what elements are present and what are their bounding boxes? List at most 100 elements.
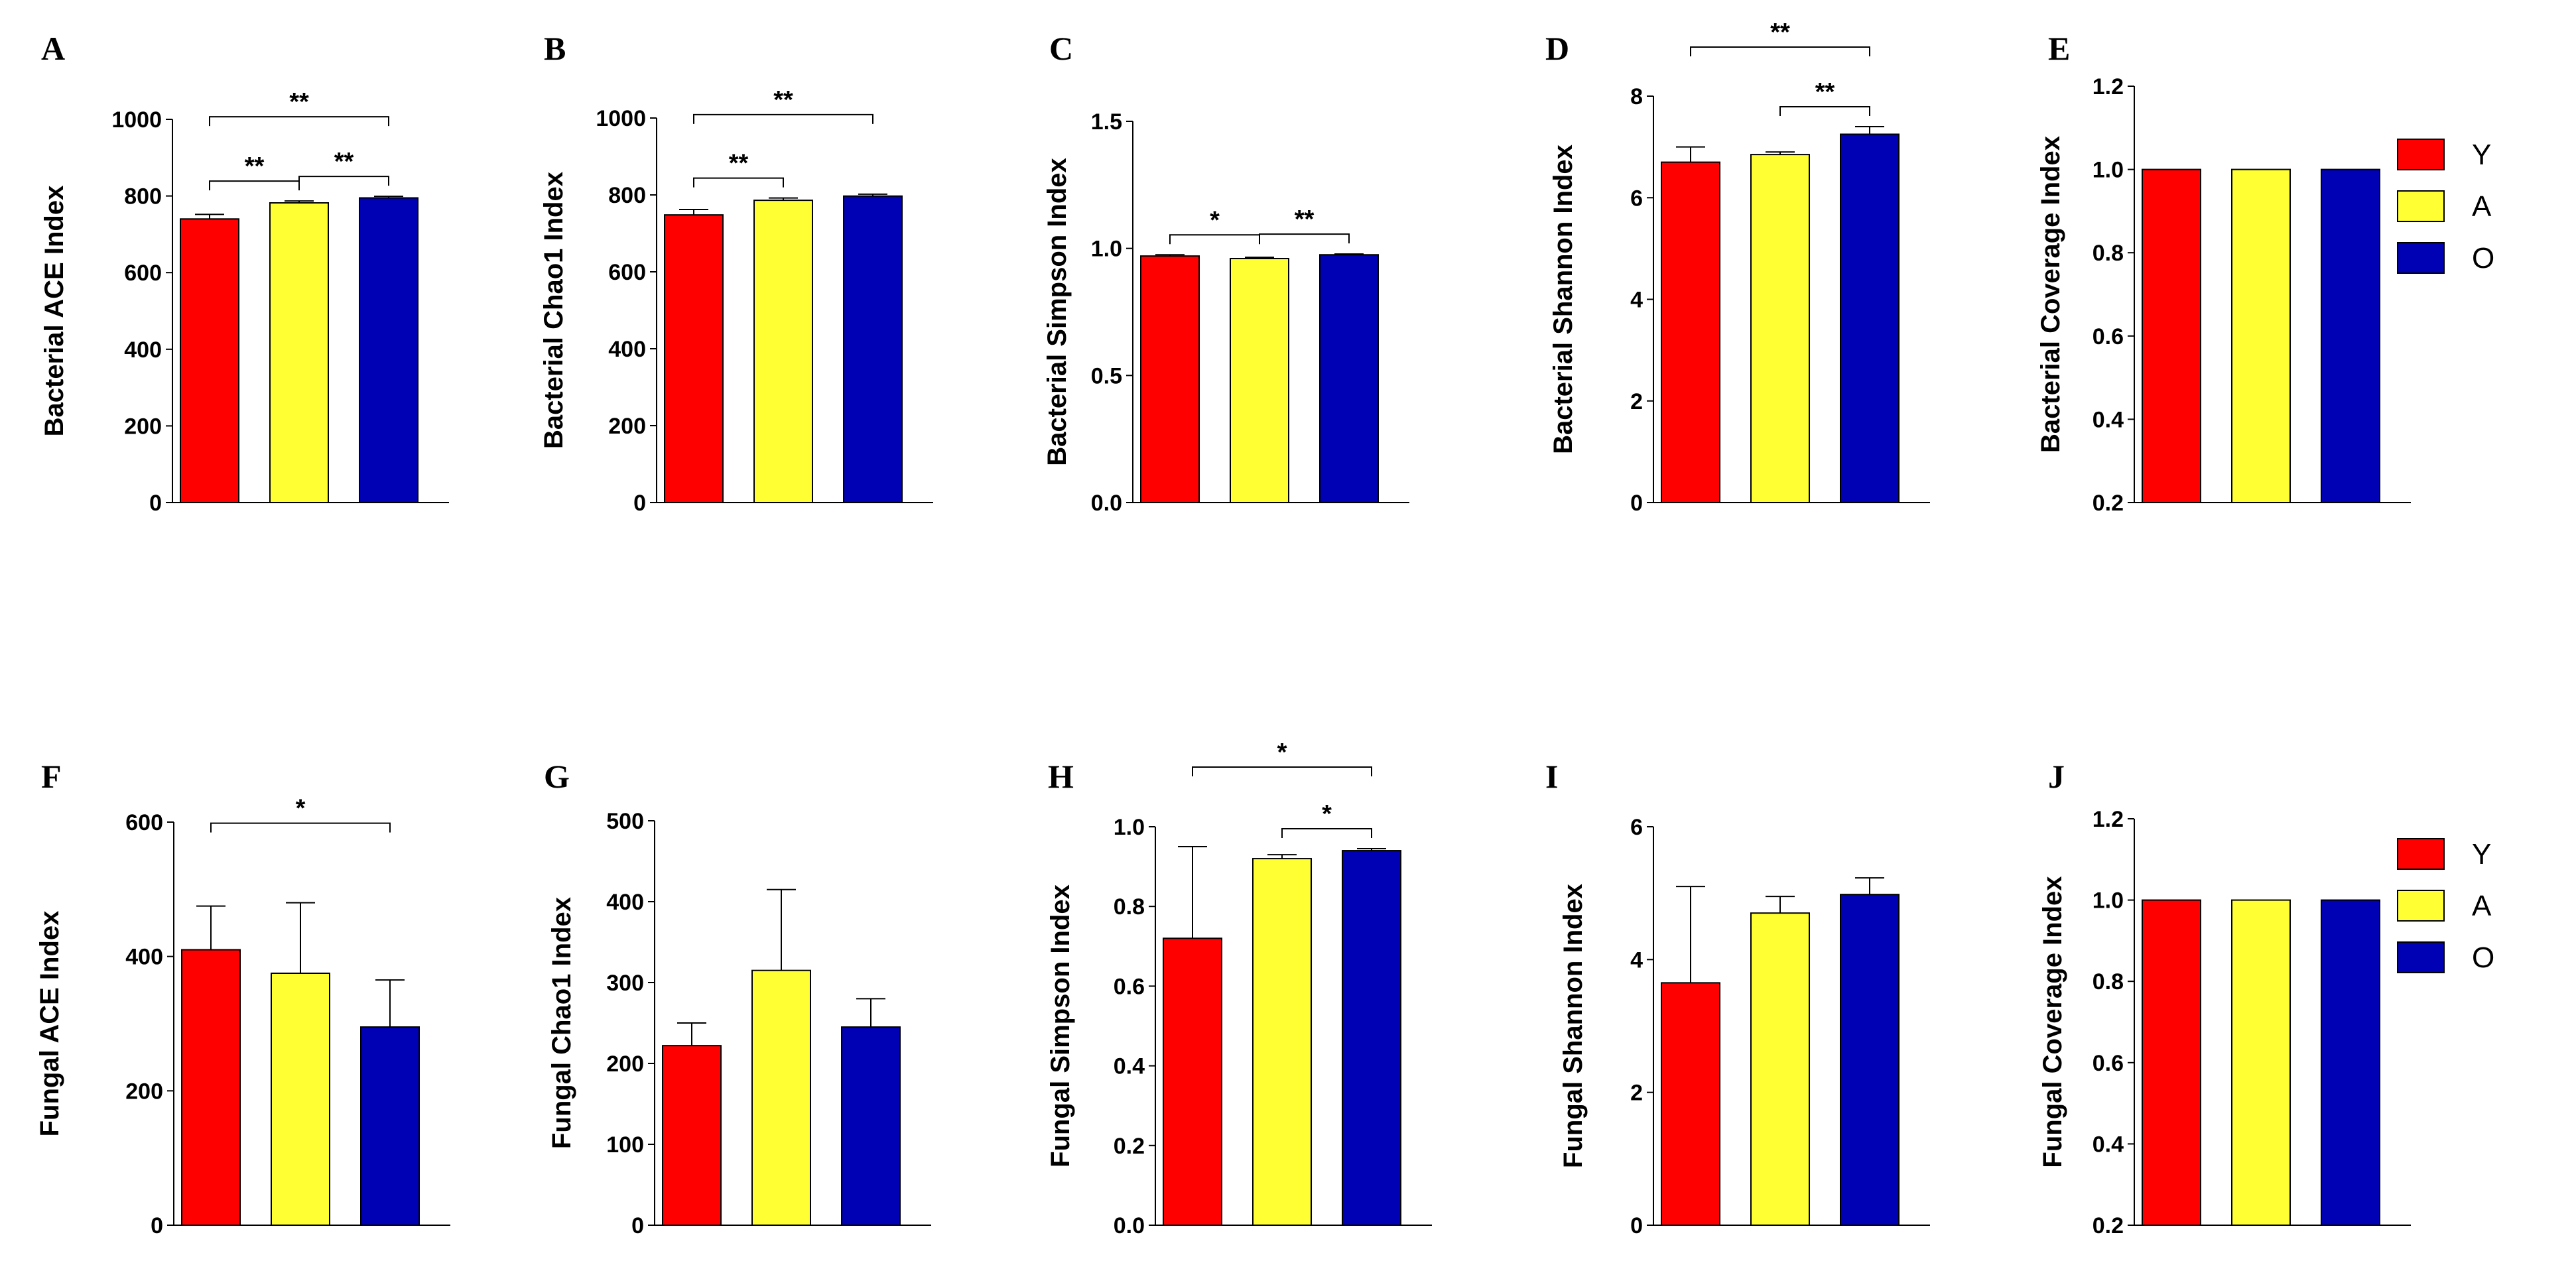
panel-b-tick-label: 400 [608, 337, 646, 362]
panel-h-tick-label: 0.4 [1114, 1054, 1145, 1079]
panel-c-sig-label: ** [1295, 206, 1315, 233]
panel-d-sig-bracket [1690, 46, 1870, 56]
panel-h-tick-label: 0.8 [1114, 894, 1145, 920]
panel-a-sig-label: ** [334, 148, 354, 176]
panel-d-tick-label: 2 [1630, 389, 1643, 414]
panel-f-bar-a [271, 973, 330, 1226]
panel-f-tick-label: 600 [125, 810, 163, 835]
panel-a-tick-label: 200 [124, 414, 162, 439]
panel-b-sig-label: ** [773, 86, 793, 114]
panel-e-tick-label: 0.2 [2093, 491, 2124, 516]
panel-c-tick-label: 1.5 [1091, 109, 1122, 135]
panel-e-bar-y [2142, 168, 2201, 503]
panel-a-sig-bracket [209, 180, 300, 191]
panel-g-ylabel: Fungal Chao1 Index [547, 897, 576, 1149]
panel-j-tick-label: 0.4 [2093, 1132, 2124, 1157]
panel-g-tick-label: 300 [606, 971, 644, 996]
legend-label-a: A [2472, 890, 2492, 922]
panel-c-tick-label: 0.5 [1091, 363, 1122, 389]
panel-d-tick-label: 6 [1630, 186, 1643, 211]
panel-f-tick-label: 0 [151, 1213, 163, 1238]
panel-a-tick-label: 1000 [111, 107, 162, 133]
panel-j-tick-label: 1.0 [2093, 888, 2124, 914]
panel-g-tick-label: 400 [606, 890, 644, 915]
legend-swatch-o [2397, 941, 2445, 973]
panel-h-tick-label: 0.2 [1114, 1134, 1145, 1159]
panel-f-bar-o [360, 1026, 420, 1226]
panel-b-bar-o [843, 195, 903, 503]
panel-f-sig-label: * [296, 795, 306, 823]
panel-i-letter: I [1545, 758, 1558, 795]
panel-b-tick-label: 800 [608, 183, 646, 208]
panel-g-bar-o [841, 1026, 901, 1226]
panel-h-tick-label: 0.6 [1114, 974, 1145, 999]
panel-g-tick-label: 200 [606, 1051, 644, 1077]
panel-h-letter: H [1048, 758, 1074, 795]
panel-h-bar-o [1342, 850, 1401, 1227]
panel-e-bar-a [2231, 168, 2291, 503]
panel-h-bar-y [1163, 937, 1222, 1227]
legend-label-a: A [2472, 190, 2492, 223]
panel-e-tick-label: 0.6 [2093, 324, 2124, 349]
panel-c-sig-bracket [1169, 234, 1260, 245]
panel-h-sig-label: * [1277, 739, 1287, 766]
legend-label-y: Y [2472, 838, 2491, 871]
panel-a-tick-label: 600 [124, 261, 162, 286]
panel-j-ylabel: Fungal Coverage Index [2038, 876, 2067, 1168]
panel-i-tick-label: 0 [1630, 1213, 1643, 1238]
panel-g-bar-a [751, 969, 811, 1226]
panel-e-letter: E [2048, 30, 2070, 67]
panel-a-tick-label: 0 [149, 491, 162, 516]
panel-d-sig-bracket [1779, 105, 1870, 116]
panel-a-bar-y [180, 218, 239, 503]
legend-swatch-a [2397, 190, 2445, 222]
panel-h-sig-bracket [1281, 828, 1372, 839]
legend-label-o: O [2472, 242, 2494, 274]
panel-d-tick-label: 8 [1630, 84, 1643, 109]
panel-b-tick-label: 600 [608, 260, 646, 285]
panel-i-ylabel: Fungal Shannon Index [1559, 884, 1588, 1168]
panel-c-sig-label: * [1210, 206, 1220, 234]
panel-b-tick-label: 1000 [596, 106, 646, 131]
panel-b-letter: B [544, 30, 566, 67]
panel-j-tick-label: 0.2 [2093, 1213, 2124, 1238]
panel-c-sig-bracket [1259, 233, 1350, 244]
panel-d-bar-o [1840, 133, 1900, 503]
panel-g-letter: G [544, 758, 570, 795]
panel-i-bar-o [1840, 894, 1900, 1227]
panel-e-ylabel: Bacterial Coverage Index [2036, 136, 2065, 453]
legend-swatch-o [2397, 242, 2445, 274]
panel-a-sig-label: ** [289, 88, 309, 116]
panel-f-tick-label: 200 [125, 1079, 163, 1104]
panel-e-tick-label: 0.8 [2093, 241, 2124, 266]
legend-swatch-a [2397, 890, 2445, 922]
panel-i-tick-label: 2 [1630, 1081, 1643, 1106]
panel-f-letter: F [41, 758, 62, 795]
panel-c-bar-a [1230, 258, 1289, 503]
panel-b-sig-label: ** [729, 150, 749, 178]
panel-j-bar-a [2231, 899, 2291, 1226]
panel-a-letter: A [41, 30, 65, 67]
panel-f-tick-label: 400 [125, 945, 163, 970]
legend-label-o: O [2472, 941, 2494, 974]
panel-a-ylabel: Bacterial ACE Index [40, 186, 69, 437]
panel-j-bar-o [2321, 899, 2380, 1226]
legend-swatch-y [2397, 139, 2445, 170]
panel-h-ylabel: Fungal Simpson Index [1046, 884, 1075, 1168]
panel-f-ylabel: Fungal ACE Index [35, 911, 64, 1137]
panel-h-tick-label: 1.0 [1114, 815, 1145, 840]
panel-a-bar-o [359, 197, 419, 503]
legend-swatch-y [2397, 838, 2445, 870]
panel-d-sig-label: ** [1815, 78, 1835, 106]
panel-i-tick-label: 4 [1630, 947, 1643, 973]
panel-g-tick-label: 0 [631, 1213, 644, 1238]
panel-b-tick-label: 0 [633, 491, 646, 516]
panel-a-sig-bracket [209, 116, 389, 127]
panel-e-bar-o [2321, 168, 2380, 503]
panel-g-tick-label: 100 [606, 1132, 644, 1158]
panel-a-sig-label: ** [245, 152, 265, 180]
panel-f-sig-bracket [210, 822, 391, 833]
panel-d-tick-label: 4 [1630, 288, 1643, 313]
panel-a-tick-label: 800 [124, 184, 162, 210]
